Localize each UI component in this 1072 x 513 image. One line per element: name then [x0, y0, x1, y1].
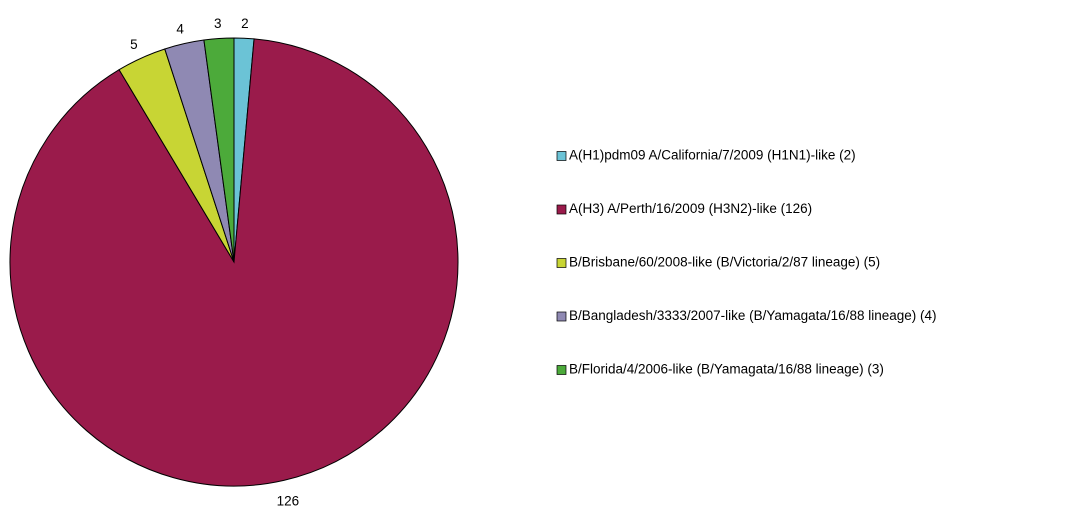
- data-label: 5: [130, 37, 138, 52]
- legend-label: B/Brisbane/60/2008-like (B/Victoria/2/87…: [569, 255, 880, 270]
- legend-label: A(H1)pdm09 A/California/7/2009 (H1N1)-li…: [569, 148, 856, 163]
- legend-label: B/Bangladesh/3333/2007-like (B/Yamagata/…: [569, 308, 937, 323]
- legend-swatch: [556, 204, 567, 215]
- pie-slice: [9, 38, 459, 487]
- pie-slice: [203, 37, 235, 263]
- legend-swatch: [556, 311, 567, 322]
- legend-swatch: [556, 151, 567, 161]
- legend-label: A(H3) A/Perth/16/2009 (H3N2)-like (126): [569, 201, 812, 216]
- data-label: 3: [214, 16, 222, 31]
- legend-label: B/Florida/4/2006-like (B/Yamagata/16/88 …: [569, 362, 884, 377]
- data-label: 4: [176, 22, 184, 37]
- legend-swatch: [556, 258, 567, 268]
- data-label: 2: [241, 16, 249, 31]
- legend-swatch: [556, 365, 567, 375]
- data-label: 126: [277, 493, 300, 508]
